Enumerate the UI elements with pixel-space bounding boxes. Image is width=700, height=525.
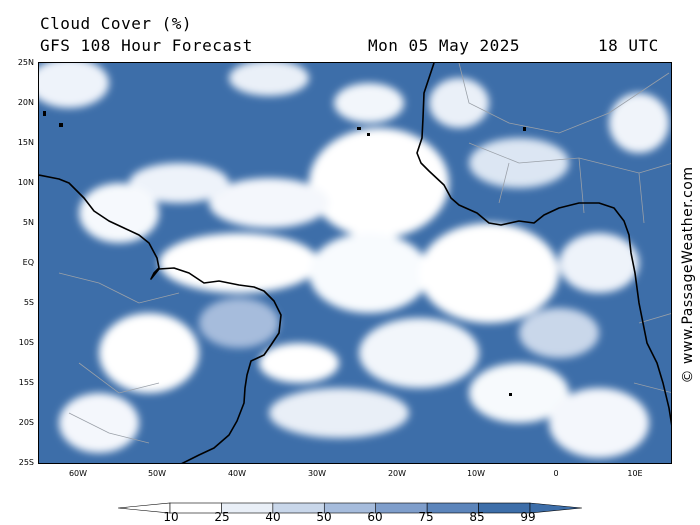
lon-label: 60W [68,469,88,478]
lon-label: 40W [227,469,247,478]
legend-label: 60 [367,510,383,524]
lon-label: 50W [147,469,167,478]
legend-label: 50 [316,510,332,524]
lat-label: EQ [22,258,34,267]
forecast-subtitle: GFS 108 Hour Forecast [40,36,253,55]
legend-swatches [118,502,582,514]
cloud-cover-map [38,62,672,464]
map-canvas [39,63,671,463]
country-borders [58,63,671,444]
lon-label: 20W [387,469,407,478]
legend-label: 10 [163,510,179,524]
forecast-time: 18 UTC [598,36,659,55]
lon-label: 10W [466,469,486,478]
lon-label: 10E [627,469,643,478]
forecast-date: Mon 05 May 2025 [368,36,520,55]
map-title: Cloud Cover (%) [40,14,192,33]
lon-label: 30W [307,469,327,478]
lat-label: 25S [18,458,34,467]
legend-label: 40 [265,510,281,524]
lat-label: 10S [18,338,34,347]
legend-label: 85 [469,510,485,524]
legend-label: 99 [520,510,536,524]
legend-label: 25 [214,510,230,524]
lat-label: 20S [18,418,34,427]
islands [43,111,526,396]
lat-label: 5S [23,298,34,307]
lat-label: 15N [17,138,34,147]
color-legend [118,502,582,514]
legend-label: 75 [418,510,434,524]
lat-label: 10N [17,178,34,187]
lat-label: 15S [18,378,34,387]
watermark: © www.PassageWeather.com [680,166,696,384]
lat-label: 20N [17,98,34,107]
lat-label: 5N [22,218,34,227]
coastlines [39,63,671,463]
clear-sky-areas [39,63,669,458]
lon-label: 0 [553,469,559,478]
lat-label: 25N [17,58,34,67]
legend-high-arrow [529,502,582,514]
